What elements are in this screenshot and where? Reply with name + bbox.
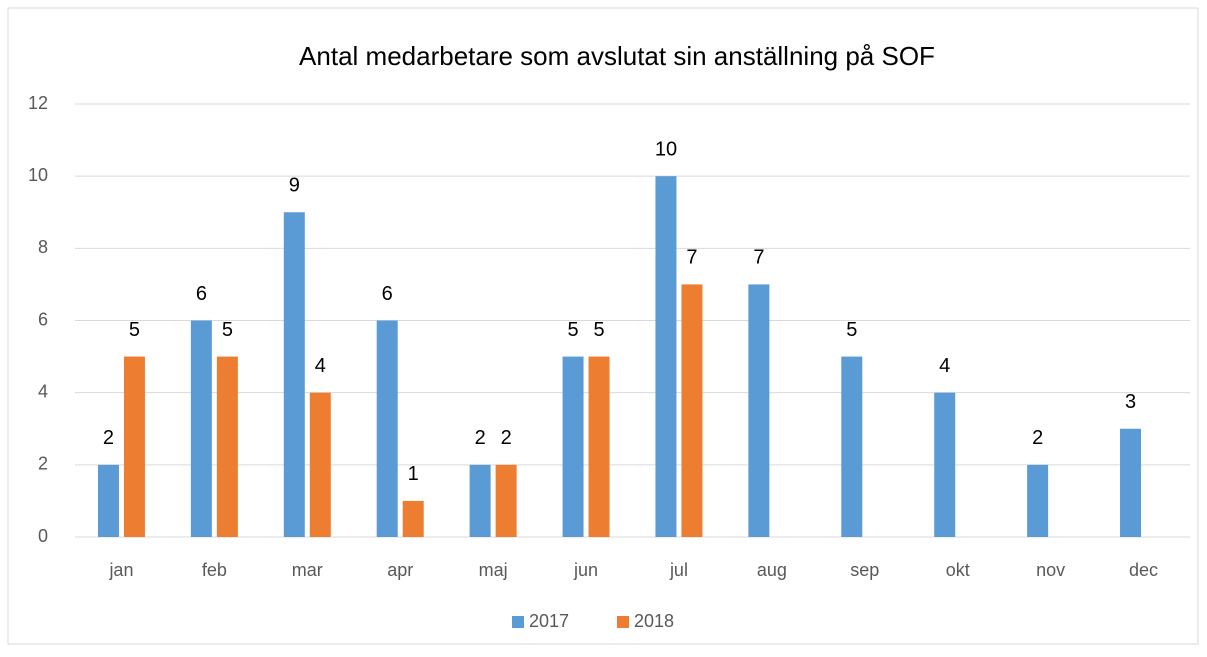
x-tick-label: aug	[757, 560, 787, 580]
y-tick-label: 2	[38, 454, 48, 474]
bar	[123, 356, 145, 537]
y-tick-label: 12	[28, 93, 48, 113]
data-label: 5	[593, 319, 604, 341]
bar	[97, 464, 119, 537]
legend-swatch	[512, 616, 524, 628]
data-label: 2	[103, 427, 114, 449]
bar	[681, 284, 703, 537]
bar	[402, 500, 424, 537]
bar	[376, 320, 398, 537]
data-label: 6	[196, 283, 207, 305]
data-label: 5	[846, 319, 857, 341]
data-label: 2	[475, 427, 486, 449]
x-tick-label: jan	[108, 560, 133, 580]
bar	[588, 356, 610, 537]
x-tick-label: jul	[669, 560, 688, 580]
data-label: 10	[655, 138, 677, 160]
bar	[469, 464, 491, 537]
data-label: 6	[382, 283, 393, 305]
bar	[655, 176, 677, 537]
bar	[841, 356, 863, 537]
data-label: 4	[315, 355, 326, 377]
x-tick-label: mar	[292, 560, 323, 580]
data-label: 7	[753, 247, 764, 269]
y-tick-label: 4	[38, 381, 48, 401]
bar	[216, 356, 238, 537]
data-label: 2	[501, 427, 512, 449]
bar	[283, 212, 305, 537]
x-tick-label: feb	[202, 560, 227, 580]
data-label: 5	[567, 319, 578, 341]
bar	[495, 464, 517, 537]
data-label: 9	[289, 175, 300, 197]
bar	[934, 392, 956, 537]
chart-title: Antal medarbetare som avslutat sin anstä…	[299, 41, 935, 71]
x-tick-label: apr	[387, 560, 413, 580]
data-label: 5	[222, 319, 233, 341]
bar	[309, 392, 331, 537]
bar	[562, 356, 584, 537]
bar	[190, 320, 212, 537]
legend-label: 2018	[634, 611, 674, 631]
y-tick-label: 6	[38, 309, 48, 329]
y-tick-label: 10	[28, 165, 48, 185]
data-label: 4	[939, 355, 950, 377]
y-tick-label: 0	[38, 526, 48, 546]
data-label: 5	[129, 319, 140, 341]
x-tick-label: nov	[1036, 560, 1065, 580]
x-tick-label: sep	[850, 560, 879, 580]
legend-swatch	[617, 616, 629, 628]
x-tick-label: dec	[1129, 560, 1158, 580]
y-tick-label: 8	[38, 237, 48, 257]
x-tick-label: maj	[479, 560, 508, 580]
bar	[748, 284, 770, 537]
x-tick-label: jun	[573, 560, 598, 580]
bar	[1120, 428, 1142, 537]
data-label: 2	[1032, 427, 1043, 449]
data-label: 7	[686, 247, 697, 269]
bar	[1027, 464, 1049, 537]
legend-label: 2017	[529, 611, 569, 631]
data-label: 1	[408, 463, 419, 485]
data-label: 3	[1125, 391, 1136, 413]
x-tick-label: okt	[946, 560, 970, 580]
